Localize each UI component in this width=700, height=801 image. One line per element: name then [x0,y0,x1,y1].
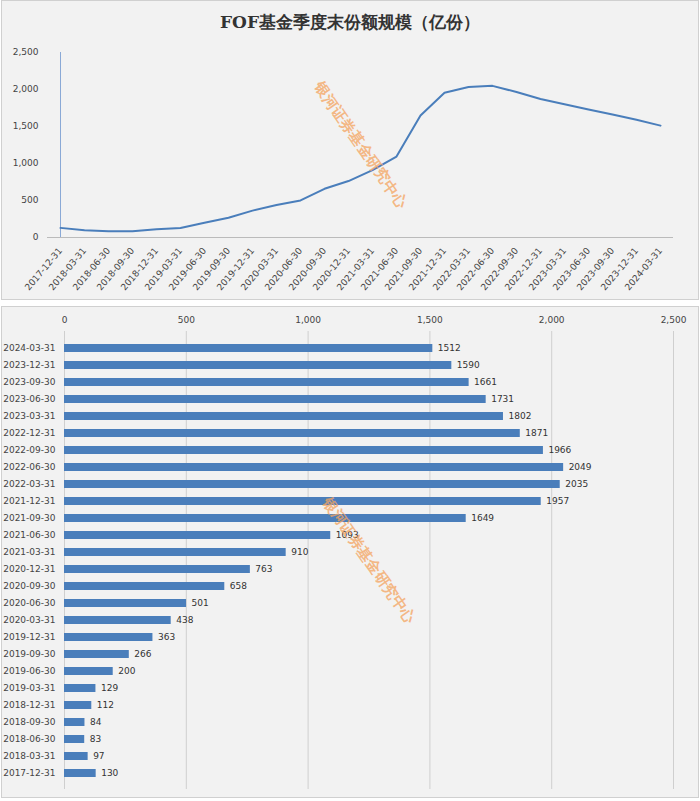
svg-text:1,500: 1,500 [417,315,443,325]
svg-text:438: 438 [176,615,193,625]
svg-text:2019-12-31: 2019-12-31 [3,632,55,642]
svg-text:2022-03-31: 2022-03-31 [3,479,55,489]
svg-text:2018-09-30: 2018-09-30 [95,245,137,293]
svg-text:2018-09-30: 2018-09-30 [3,717,56,727]
svg-text:1649: 1649 [471,513,494,523]
svg-text:500: 500 [21,195,38,205]
svg-text:2020-03-31: 2020-03-31 [239,245,281,293]
svg-text:910: 910 [291,547,308,557]
svg-text:97: 97 [93,751,104,761]
svg-text:2017-12-31: 2017-12-31 [23,245,65,293]
svg-text:2024-03-31: 2024-03-31 [623,246,664,293]
svg-text:银河证券基金研究中心: 银河证券基金研究中心 [318,493,420,628]
svg-text:2022-06-30: 2022-06-30 [3,462,56,472]
svg-text:银河证券基金研究中心: 银河证券基金研究中心 [310,77,412,212]
svg-text:112: 112 [97,700,114,710]
svg-text:2018-12-31: 2018-12-31 [119,245,161,293]
svg-text:2021-12-31: 2021-12-31 [407,245,449,293]
svg-text:1957: 1957 [546,496,569,506]
svg-text:0: 0 [62,315,68,325]
svg-text:2023-03-31: 2023-03-31 [527,245,569,293]
svg-text:2,500: 2,500 [661,315,687,325]
svg-text:1731: 1731 [491,394,514,404]
svg-text:1,000: 1,000 [13,158,39,168]
svg-text:2019-12-31: 2019-12-31 [215,245,257,293]
svg-text:2023-12-31: 2023-12-31 [599,245,641,293]
svg-text:2018-06-30: 2018-06-30 [71,245,113,293]
svg-text:2023-06-30: 2023-06-30 [3,394,56,404]
svg-text:2020-06-30: 2020-06-30 [3,598,56,608]
svg-text:1512: 1512 [438,343,461,353]
svg-text:2020-09-30: 2020-09-30 [3,581,56,591]
svg-text:2019-06-30: 2019-06-30 [3,666,56,676]
svg-text:2019-06-30: 2019-06-30 [167,245,209,293]
svg-text:1,000: 1,000 [295,315,321,325]
svg-text:2023-06-30: 2023-06-30 [551,245,593,293]
svg-text:2022-03-31: 2022-03-31 [431,245,473,293]
svg-text:2019-03-31: 2019-03-31 [143,245,185,293]
svg-text:2021-12-31: 2021-12-31 [3,496,55,506]
svg-text:1802: 1802 [508,411,531,421]
svg-text:2049: 2049 [569,462,592,472]
svg-text:2023-12-31: 2023-12-31 [3,360,55,370]
svg-text:2020-12-31: 2020-12-31 [3,564,55,574]
svg-text:2018-12-31: 2018-12-31 [3,700,55,710]
svg-text:2019-09-30: 2019-09-30 [3,649,56,659]
svg-text:2022-09-30: 2022-09-30 [479,245,521,293]
svg-text:130: 130 [101,768,118,778]
svg-text:2020-03-31: 2020-03-31 [3,615,55,625]
svg-text:2021-03-31: 2021-03-31 [335,245,377,293]
svg-text:2021-03-31: 2021-03-31 [3,547,55,557]
svg-text:2022-12-31: 2022-12-31 [503,245,545,293]
svg-text:500: 500 [178,315,195,325]
svg-text:2019-09-30: 2019-09-30 [191,245,233,293]
svg-text:2023-03-31: 2023-03-31 [3,411,55,421]
svg-text:2019-03-31: 2019-03-31 [3,683,55,693]
svg-text:2,500: 2,500 [13,47,39,57]
svg-text:1871: 1871 [525,428,548,438]
svg-text:2,000: 2,000 [13,84,39,94]
svg-text:2022-09-30: 2022-09-30 [3,445,56,455]
svg-text:2020-12-31: 2020-12-31 [311,245,353,293]
svg-text:2018-03-31: 2018-03-31 [3,751,55,761]
svg-text:2021-06-30: 2021-06-30 [3,530,56,540]
svg-text:2018-03-31: 2018-03-31 [47,245,89,293]
svg-text:2024-03-31: 2024-03-31 [3,343,55,353]
svg-text:266: 266 [134,649,151,659]
svg-text:200: 200 [118,666,135,676]
svg-text:2035: 2035 [565,479,588,489]
svg-text:2022-06-30: 2022-06-30 [455,245,497,293]
svg-text:1,500: 1,500 [13,121,39,131]
svg-text:2020-06-30: 2020-06-30 [263,245,305,293]
svg-text:0: 0 [33,232,39,242]
svg-text:2018-06-30: 2018-06-30 [3,734,56,744]
svg-text:2023-09-30: 2023-09-30 [575,245,617,293]
svg-text:763: 763 [255,564,272,574]
svg-text:1661: 1661 [474,377,497,387]
svg-text:501: 501 [192,598,209,608]
svg-text:2023-09-30: 2023-09-30 [3,377,56,387]
svg-text:658: 658 [230,581,247,591]
svg-text:363: 363 [158,632,175,642]
svg-text:2,000: 2,000 [539,315,565,325]
html-text:FOF基金季度末份额规模（亿份）: FOF基金季度末份额规模（亿份） [220,12,480,32]
svg-text:1966: 1966 [548,445,571,455]
svg-text:84: 84 [90,717,102,727]
svg-text:129: 129 [101,683,118,693]
svg-text:2020-09-30: 2020-09-30 [287,245,329,293]
svg-text:83: 83 [90,734,101,744]
svg-text:1590: 1590 [457,360,480,370]
svg-text:2021-09-30: 2021-09-30 [3,513,56,523]
svg-text:2021-09-30: 2021-09-30 [383,245,425,293]
svg-text:2021-06-30: 2021-06-30 [359,245,401,293]
svg-text:2017-12-31: 2017-12-31 [3,768,55,778]
svg-text:2022-12-31: 2022-12-31 [3,428,55,438]
